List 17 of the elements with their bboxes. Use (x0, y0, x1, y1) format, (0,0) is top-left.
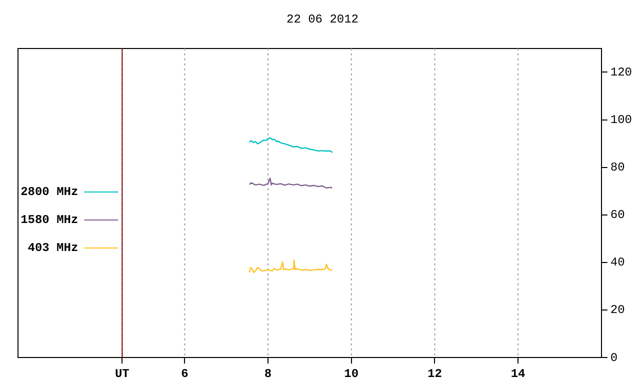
legend-label: 2800 MHz (20, 185, 78, 200)
x-tick-label: 12 (428, 366, 442, 381)
legend-label: 403 MHz (28, 241, 78, 256)
y-tick-label: 100 (610, 112, 632, 127)
x-tick-label: 6 (181, 366, 188, 381)
y-tick-label: 120 (610, 65, 632, 80)
legend-label: 1580 MHz (20, 213, 78, 228)
y-tick-label: 60 (610, 208, 625, 222)
x-tick-label: 10 (344, 366, 359, 381)
x-tick-label: 14 (510, 366, 526, 381)
y-tick-label: 80 (610, 160, 625, 174)
chart-title: 22 06 2012 (286, 12, 359, 26)
y-tick-label: 20 (610, 303, 625, 318)
y-tick-label: 0 (610, 350, 618, 365)
x-tick-label: UT (114, 366, 130, 381)
x-tick-label: 8 (264, 366, 272, 381)
y-tick-label: 40 (610, 256, 625, 270)
